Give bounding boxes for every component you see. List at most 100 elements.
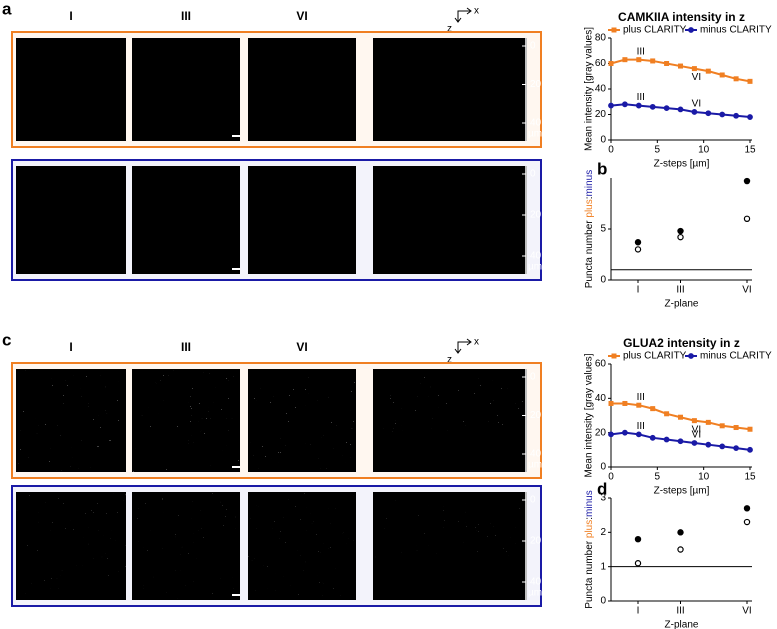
x-axis-label: Z-plane bbox=[665, 620, 699, 629]
point-label: III bbox=[637, 46, 645, 57]
point-label: I bbox=[610, 390, 613, 401]
micrograph-texture bbox=[248, 492, 356, 600]
data-point bbox=[622, 400, 628, 406]
data-point bbox=[747, 78, 753, 84]
x-tick-label: 5 bbox=[655, 472, 661, 483]
micrograph-texture bbox=[16, 492, 126, 600]
y-tick-label: 3 bbox=[600, 493, 606, 504]
axis-indicator: x bbox=[474, 337, 479, 348]
scale-bar bbox=[232, 466, 240, 468]
y-tick-label: 1 bbox=[600, 561, 606, 572]
data-point bbox=[608, 431, 614, 438]
panel-letter: c bbox=[2, 330, 11, 349]
depth-tick-label: 20 bbox=[530, 79, 542, 90]
data-point bbox=[677, 233, 684, 241]
y-axis-label-part: : bbox=[584, 196, 595, 199]
panel-letter: d bbox=[597, 479, 607, 498]
data-point bbox=[691, 109, 698, 115]
y-tick-label: 20 bbox=[595, 109, 607, 120]
x-axis-label: Z-steps [µm] bbox=[654, 486, 710, 497]
data-point bbox=[677, 438, 684, 445]
x-tick-label: VI bbox=[742, 606, 751, 617]
column-label: VI bbox=[296, 340, 307, 354]
point-label: I bbox=[610, 50, 613, 61]
y-tick-label: 2 bbox=[600, 527, 606, 538]
y-axis-label-part: plus bbox=[584, 199, 595, 217]
panel-letter: a bbox=[2, 0, 12, 18]
orientation-arrows bbox=[454, 7, 472, 23]
x-tick-label: III bbox=[676, 606, 684, 617]
data-point bbox=[705, 68, 711, 74]
micrograph-texture bbox=[16, 38, 126, 141]
data-point bbox=[664, 411, 670, 417]
y-axis-label-part: Puncta number bbox=[584, 538, 595, 609]
series-line bbox=[610, 58, 751, 83]
y-tick-label: 0 bbox=[600, 275, 606, 286]
micrograph-texture bbox=[132, 369, 240, 472]
depth-tick-label: 20 bbox=[530, 210, 542, 221]
micrograph-texture bbox=[16, 369, 126, 472]
point-label: I bbox=[610, 421, 613, 432]
data-point bbox=[719, 111, 726, 118]
data-point bbox=[622, 57, 628, 63]
data-point bbox=[636, 402, 642, 408]
data-point bbox=[650, 406, 656, 412]
y-axis-label: Mean intensity [gray values] bbox=[584, 353, 595, 477]
depth-tick-label: 0 bbox=[530, 495, 536, 506]
data-point bbox=[635, 102, 642, 109]
data-point bbox=[608, 400, 614, 406]
x-tick-label: 10 bbox=[698, 472, 710, 483]
depth-unit: µm bbox=[528, 262, 542, 273]
xz-texture bbox=[373, 375, 523, 432]
data-point bbox=[650, 58, 656, 64]
point-label: VI bbox=[692, 72, 701, 83]
column-label: I bbox=[69, 9, 72, 23]
depth-tick-label: 40 bbox=[530, 118, 542, 129]
column-label: III bbox=[181, 9, 191, 23]
y-tick-label: 0 bbox=[600, 462, 606, 473]
x-axis-label: Z-steps [µm] bbox=[654, 159, 710, 170]
data-point bbox=[678, 63, 683, 69]
y-tick-label: 60 bbox=[595, 359, 607, 370]
xz-texture bbox=[373, 498, 523, 558]
y-tick-label: 40 bbox=[595, 393, 607, 404]
column-label: III bbox=[181, 340, 191, 354]
column-label: I bbox=[69, 340, 72, 354]
data-point bbox=[733, 445, 739, 452]
depth-unit: µm bbox=[528, 588, 542, 599]
point-label: VI bbox=[692, 430, 701, 441]
data-point bbox=[705, 441, 712, 448]
y-tick-label: 5 bbox=[600, 224, 606, 235]
x-tick-label: VI bbox=[742, 285, 751, 296]
x-tick-label: 0 bbox=[608, 145, 614, 156]
scale-bar bbox=[232, 268, 240, 270]
depth-unit: µm bbox=[528, 129, 542, 140]
point-label: III bbox=[637, 92, 645, 103]
y-tick-label: 40 bbox=[595, 84, 607, 95]
legend-marker bbox=[688, 353, 694, 359]
data-point bbox=[747, 446, 753, 453]
x-tick-label: 10 bbox=[698, 145, 710, 156]
x-tick-label: 15 bbox=[744, 145, 756, 156]
micrograph-texture bbox=[16, 166, 126, 274]
data-point bbox=[743, 518, 751, 526]
micrograph-texture bbox=[132, 166, 240, 274]
y-axis-label: Puncta number plus:minus bbox=[584, 170, 595, 288]
panel-letter: b bbox=[597, 159, 607, 178]
data-point bbox=[747, 114, 753, 120]
data-point bbox=[608, 102, 614, 109]
y-tick-label: 80 bbox=[595, 33, 607, 44]
data-point bbox=[636, 57, 642, 63]
data-point bbox=[664, 61, 670, 66]
x-tick-label: I bbox=[637, 606, 640, 617]
legend-marker bbox=[611, 353, 617, 359]
micrograph-texture bbox=[248, 166, 356, 274]
x-tick-label: 5 bbox=[655, 145, 661, 156]
micrograph-texture bbox=[248, 369, 356, 472]
depth-unit: µm bbox=[528, 460, 542, 471]
xz-texture bbox=[373, 169, 523, 256]
data-point bbox=[747, 426, 753, 432]
y-tick-label: 60 bbox=[595, 58, 607, 69]
